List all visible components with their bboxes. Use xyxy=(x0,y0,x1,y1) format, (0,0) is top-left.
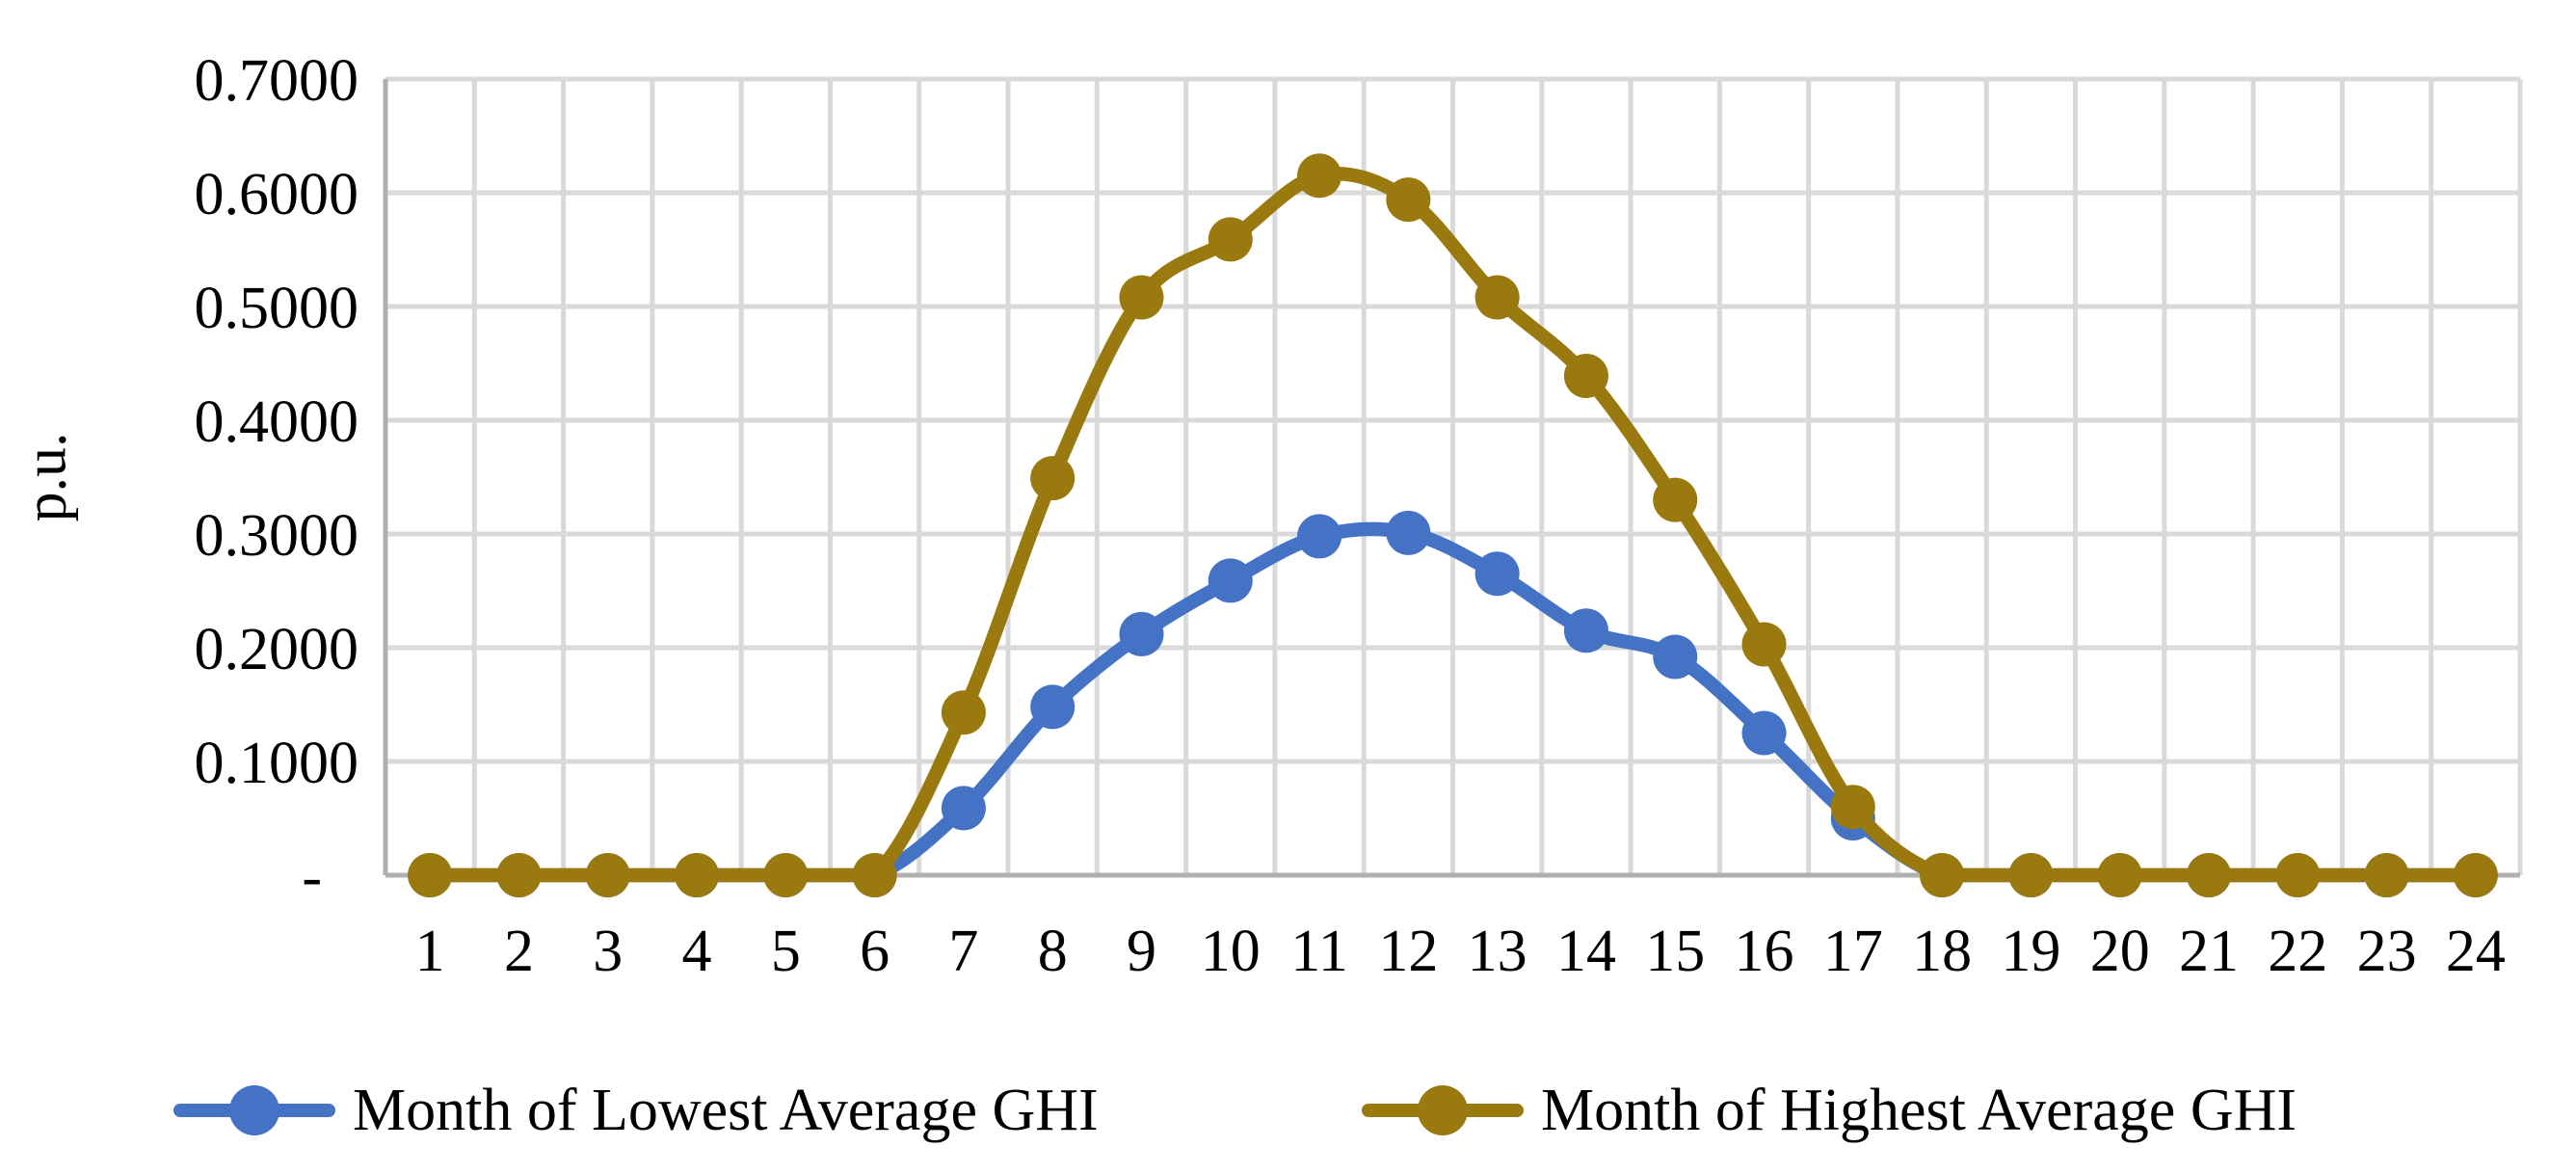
data-point-marker-lowest xyxy=(1563,608,1608,654)
legend-label-highest: Month of Highest Average GHI xyxy=(1541,1078,2297,1143)
x-tick-label: 18 xyxy=(1912,919,1972,984)
data-point-marker-highest xyxy=(585,853,630,897)
x-tick-label: 10 xyxy=(1201,919,1261,984)
x-tick-label: 7 xyxy=(948,919,978,984)
data-point-marker-highest xyxy=(1297,153,1342,199)
data-point-marker-highest xyxy=(2097,853,2142,897)
legend-item-lowest-ghi: Month of Lowest Average GHI xyxy=(173,1072,1099,1149)
data-point-marker-highest xyxy=(1830,785,1875,830)
x-tick-label: 22 xyxy=(2268,919,2327,984)
y-axis-title: p.u. xyxy=(13,432,79,522)
y-tick-label: 0.5000 xyxy=(195,276,359,341)
x-tick-label: 24 xyxy=(2446,919,2506,984)
y-tick-label: 0.2000 xyxy=(195,617,359,682)
x-tick-label: 9 xyxy=(1127,919,1156,984)
x-tick-label: 2 xyxy=(504,919,534,984)
legend-item-highest-ghi: Month of Highest Average GHI xyxy=(1362,1072,2297,1149)
data-point-marker-highest xyxy=(496,853,542,897)
legend-swatch-highest-icon xyxy=(1362,1072,1524,1149)
x-tick-label: 11 xyxy=(1290,919,1348,984)
y-tick-label: 0.1000 xyxy=(195,731,359,796)
data-point-marker-highest xyxy=(1208,217,1253,262)
data-point-marker-highest xyxy=(1474,275,1520,320)
y-tick-label: 0.6000 xyxy=(195,162,359,227)
data-point-marker-highest xyxy=(2275,853,2321,897)
data-point-marker-lowest xyxy=(1474,551,1520,597)
y-tick-label: 0.7000 xyxy=(195,48,359,114)
x-tick-label: 6 xyxy=(860,919,890,984)
data-point-marker-lowest xyxy=(941,786,986,831)
x-tick-label: 13 xyxy=(1468,919,1527,984)
y-tick-label: 0.3000 xyxy=(195,503,359,569)
x-tick-label: 12 xyxy=(1378,919,1438,984)
data-point-marker-highest xyxy=(675,853,720,897)
x-tick-label: 20 xyxy=(2090,919,2150,984)
x-tick-label: 3 xyxy=(593,919,623,984)
data-point-marker-lowest xyxy=(1030,684,1076,730)
data-point-marker-highest xyxy=(2453,853,2498,897)
data-point-marker-highest xyxy=(852,853,897,897)
data-point-marker-highest xyxy=(2364,853,2409,897)
data-point-marker-highest xyxy=(1741,622,1787,667)
data-point-marker-highest xyxy=(1386,177,1431,223)
y-tick-label: - xyxy=(302,844,322,910)
x-tick-label: 8 xyxy=(1038,919,1068,984)
data-point-marker-lowest xyxy=(1386,510,1431,555)
y-tick-label: 0.4000 xyxy=(195,389,359,455)
x-tick-label: 1 xyxy=(415,919,445,984)
x-tick-label: 21 xyxy=(2179,919,2239,984)
data-point-marker-highest xyxy=(1030,456,1076,501)
x-tick-label: 4 xyxy=(682,919,712,984)
data-point-marker-highest xyxy=(1653,477,1698,522)
data-point-marker-highest xyxy=(408,853,453,897)
data-point-marker-lowest xyxy=(1119,611,1164,656)
x-tick-label: 23 xyxy=(2357,919,2417,984)
legend-marker-icon xyxy=(1418,1085,1468,1135)
legend: Month of Lowest Average GHI Month of Hig… xyxy=(0,1072,2576,1149)
data-point-marker-highest xyxy=(1563,353,1608,398)
x-tick-label: 15 xyxy=(1645,919,1705,984)
data-point-marker-lowest xyxy=(1653,634,1698,680)
data-point-marker-highest xyxy=(2186,853,2231,897)
data-point-marker-highest xyxy=(2008,853,2054,897)
legend-label-lowest: Month of Lowest Average GHI xyxy=(353,1078,1099,1143)
legend-marker-icon xyxy=(229,1085,279,1135)
data-point-marker-highest xyxy=(1920,853,1965,897)
data-point-marker-lowest xyxy=(1297,514,1342,559)
series-line-highest xyxy=(422,166,2483,883)
data-point-marker-highest xyxy=(941,690,986,735)
legend-swatch-lowest-icon xyxy=(173,1072,335,1149)
x-tick-label: 16 xyxy=(1735,919,1794,984)
x-tick-label: 19 xyxy=(2001,919,2060,984)
x-tick-label: 17 xyxy=(1823,919,1883,984)
data-point-marker-lowest xyxy=(1741,710,1787,756)
x-tick-label: 14 xyxy=(1556,919,1616,984)
data-point-marker-highest xyxy=(1119,275,1164,320)
x-tick-label: 5 xyxy=(771,919,801,984)
data-point-marker-lowest xyxy=(1208,558,1253,603)
data-point-marker-highest xyxy=(763,853,809,897)
